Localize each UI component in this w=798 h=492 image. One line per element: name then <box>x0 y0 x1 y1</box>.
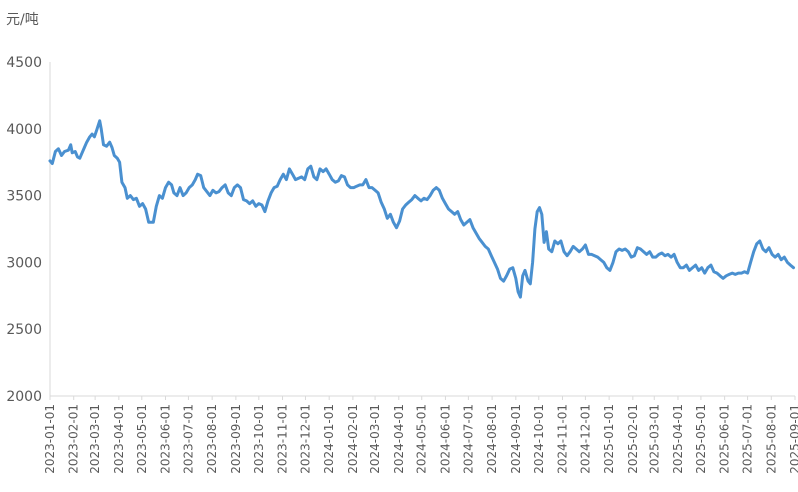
x-tick-label: 2024-01-01 <box>322 404 336 474</box>
y-tick-label: 4500 <box>6 55 42 71</box>
x-tick-label: 2023-05-01 <box>135 404 149 474</box>
x-tick-label: 2024-07-01 <box>461 404 475 474</box>
price-series-line <box>48 119 795 299</box>
x-tick-label: 2025-01-01 <box>602 404 616 474</box>
x-tick-label: 2023-03-01 <box>88 404 102 474</box>
x-tick-label: 2025-07-01 <box>741 404 755 474</box>
x-tick-label: 2024-10-01 <box>532 404 546 474</box>
y-unit-label: 元/吨 <box>6 12 39 28</box>
x-tick-label: 2025-09-01 <box>788 404 798 474</box>
x-tick-label: 2024-05-01 <box>415 404 429 474</box>
y-axis-ticks: 2000 2500 3000 3500 4000 4500 <box>6 55 42 405</box>
x-tick-label: 2024-09-01 <box>509 404 523 474</box>
x-tick-label: 2023-01-01 <box>43 404 57 474</box>
x-tick-label: 2023-04-01 <box>112 404 126 474</box>
x-tick-label: 2024-04-01 <box>392 404 406 474</box>
x-axis-ticks: 2023-01-01 2023-02-01 2023-03-01 2023-04-01… <box>43 396 798 474</box>
x-tick-label: 2025-05-01 <box>694 404 708 474</box>
x-tick-label: 2023-09-01 <box>229 404 243 474</box>
x-tick-label: 2025-03-01 <box>647 404 661 474</box>
x-tick-label: 2023-11-01 <box>276 404 290 474</box>
x-tick-label: 2024-06-01 <box>438 404 452 474</box>
y-tick-label: 3500 <box>6 189 42 205</box>
x-tick-label: 2024-11-01 <box>555 404 569 474</box>
x-tick-label: 2025-02-01 <box>626 404 640 474</box>
x-tick-label: 2024-12-01 <box>578 404 592 474</box>
x-tick-label: 2025-04-01 <box>671 404 685 474</box>
x-tick-label: 2023-08-01 <box>205 404 219 474</box>
x-tick-label: 2023-06-01 <box>158 404 172 474</box>
y-tick-label: 2000 <box>6 389 42 405</box>
x-tick-label: 2025-06-01 <box>718 404 732 474</box>
x-tick-label: 2023-07-01 <box>181 404 195 474</box>
x-tick-label: 2024-02-01 <box>346 404 360 474</box>
y-tick-label: 3000 <box>6 255 42 271</box>
y-tick-label: 2500 <box>6 322 42 338</box>
x-tick-label: 2023-10-01 <box>252 404 266 474</box>
x-tick-label: 2023-12-01 <box>298 404 312 474</box>
x-tick-label: 2023-02-01 <box>67 404 81 474</box>
x-tick-label: 2024-08-01 <box>485 404 499 474</box>
x-tick-label: 2025-08-01 <box>764 404 778 474</box>
y-tick-label: 4000 <box>6 122 42 138</box>
x-tick-label: 2024-03-01 <box>368 404 382 474</box>
